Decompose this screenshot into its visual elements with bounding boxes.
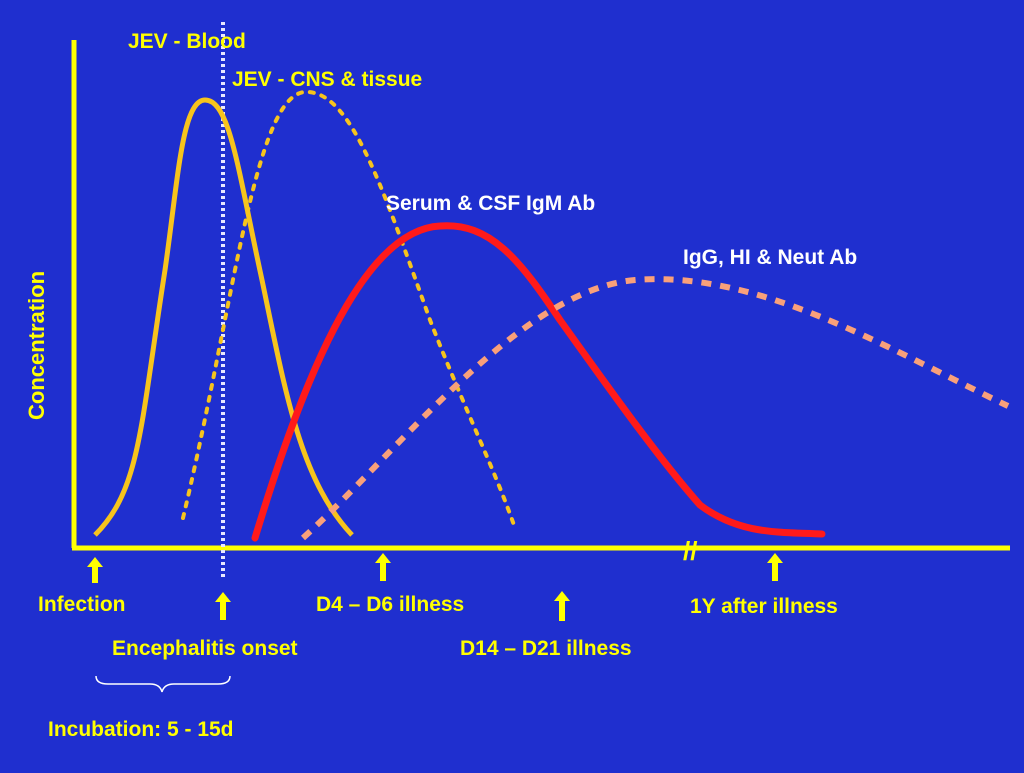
y-axis-label: Concentration <box>24 271 49 420</box>
d14-d21-label: D14 – D21 illness <box>460 637 632 660</box>
arrow-1y <box>767 553 783 581</box>
igm-label: Serum & CSF IgM Ab <box>386 192 595 215</box>
d4-d6-label: D4 – D6 illness <box>316 593 464 616</box>
arrow-infection <box>87 557 103 583</box>
infection-label: Infection <box>38 593 126 616</box>
jev-blood-label: JEV - Blood <box>128 30 246 53</box>
igg-curve <box>300 276 1010 541</box>
onset-label: Encephalitis onset <box>112 637 298 660</box>
jev-blood-curve <box>93 97 354 537</box>
arrow-d4-d6 <box>375 553 391 581</box>
jev-cns-label: JEV - CNS & tissue <box>232 68 422 91</box>
jev-cns-curve <box>181 89 517 530</box>
axis-break-mark: // <box>683 536 697 566</box>
arrow-onset <box>215 592 231 620</box>
incubation-brace <box>95 675 231 693</box>
arrow-d14-d21 <box>554 591 570 621</box>
incubation-label: Incubation: 5 - 15d <box>48 718 234 741</box>
igg-label: IgG, HI & Neut Ab <box>683 246 857 269</box>
igm-curve <box>251 222 826 542</box>
one-year-label: 1Y after illness <box>690 595 838 618</box>
